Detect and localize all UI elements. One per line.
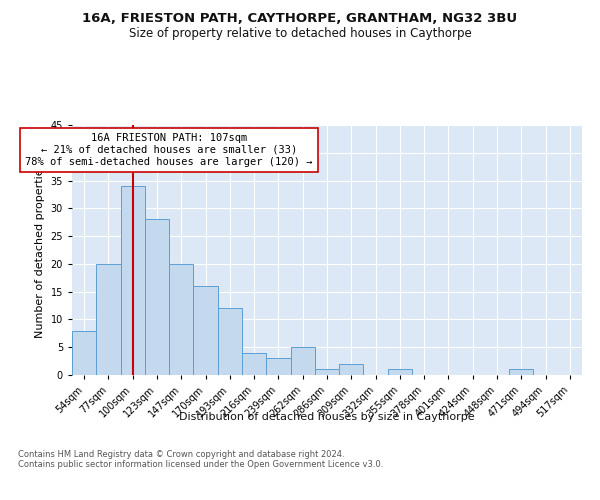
Text: Size of property relative to detached houses in Caythorpe: Size of property relative to detached ho…	[128, 28, 472, 40]
Text: 16A FRIESTON PATH: 107sqm
← 21% of detached houses are smaller (33)
78% of semi-: 16A FRIESTON PATH: 107sqm ← 21% of detac…	[25, 134, 313, 166]
Bar	[169, 264, 193, 375]
Bar	[121, 186, 145, 375]
Bar	[290, 347, 315, 375]
Bar	[242, 353, 266, 375]
Bar	[315, 370, 339, 375]
Text: Contains HM Land Registry data © Crown copyright and database right 2024.
Contai: Contains HM Land Registry data © Crown c…	[18, 450, 383, 469]
Bar	[509, 370, 533, 375]
Bar	[96, 264, 121, 375]
Bar	[266, 358, 290, 375]
Bar	[72, 330, 96, 375]
Text: Distribution of detached houses by size in Caythorpe: Distribution of detached houses by size …	[179, 412, 475, 422]
Bar	[193, 286, 218, 375]
Bar	[218, 308, 242, 375]
Y-axis label: Number of detached properties: Number of detached properties	[35, 162, 45, 338]
Bar	[388, 370, 412, 375]
Text: 16A, FRIESTON PATH, CAYTHORPE, GRANTHAM, NG32 3BU: 16A, FRIESTON PATH, CAYTHORPE, GRANTHAM,…	[82, 12, 518, 26]
Bar	[145, 220, 169, 375]
Bar	[339, 364, 364, 375]
